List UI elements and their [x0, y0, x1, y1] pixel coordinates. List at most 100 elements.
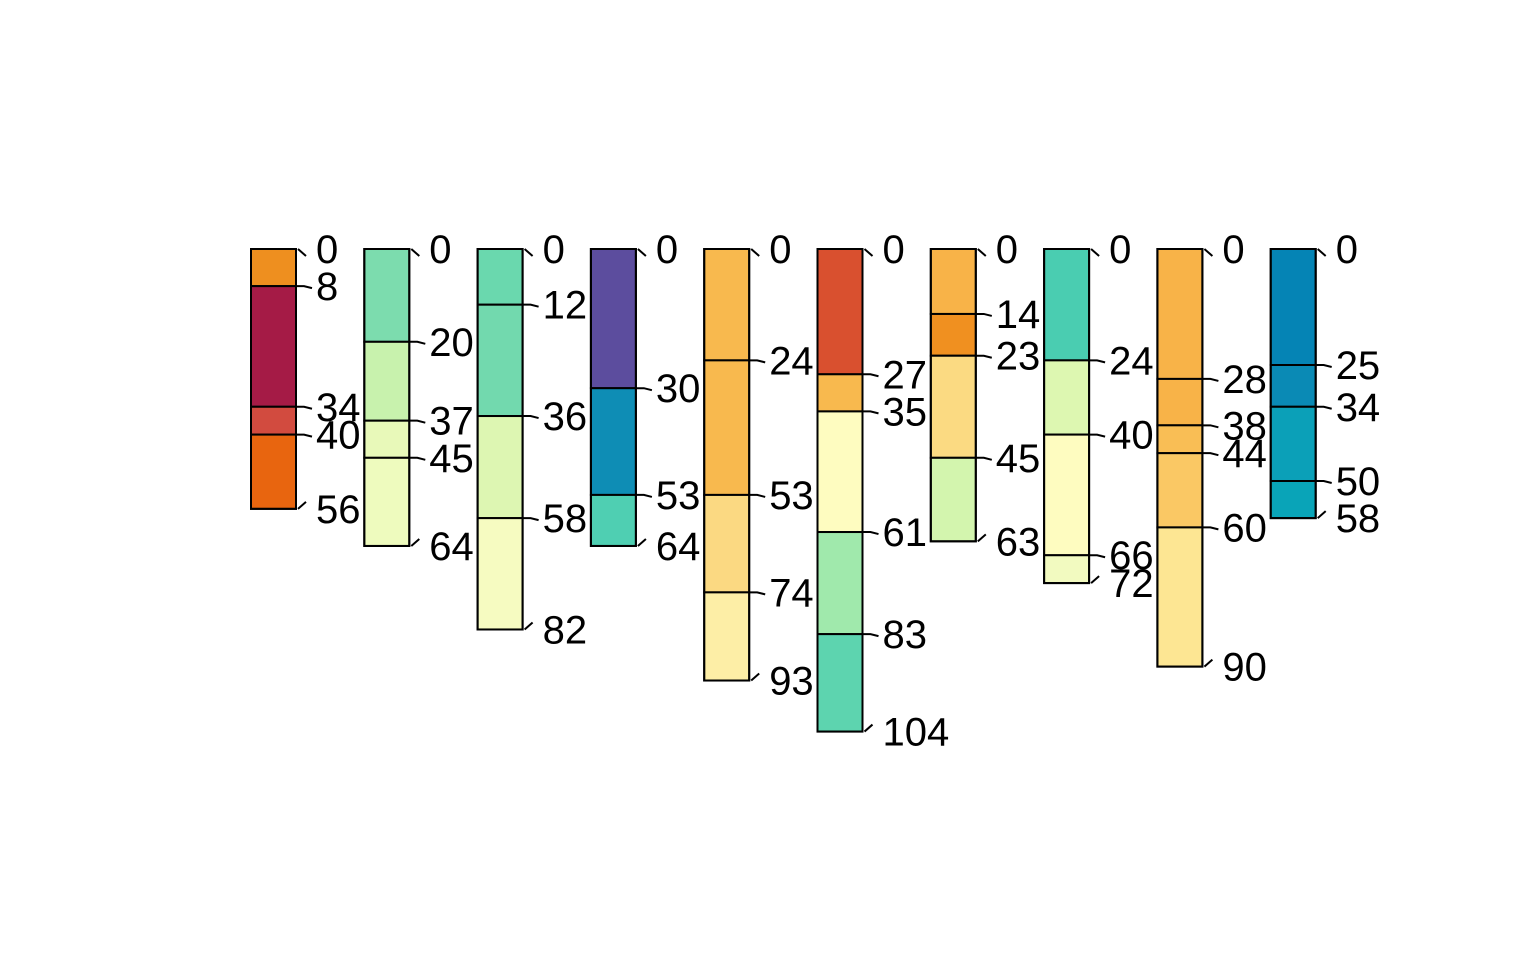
soil-profile: 0 12 36 58 82	[476, 228, 588, 652]
horizon-bar	[1043, 554, 1091, 585]
depth-label: 63	[996, 520, 1041, 564]
depth-tick	[1315, 405, 1332, 410]
horizon-bar	[1269, 248, 1317, 366]
depth-tick	[1317, 248, 1327, 257]
depth-label: 83	[883, 613, 928, 657]
depth-tick	[1202, 377, 1219, 382]
depth-label: 34	[316, 386, 361, 430]
horizon-bar	[1043, 248, 1091, 362]
horizon-bar	[929, 456, 977, 543]
horizon-bar	[1156, 248, 1204, 380]
horizon-bar	[1043, 433, 1091, 557]
depth-label: 58	[1336, 497, 1381, 541]
depth-tick	[977, 248, 987, 257]
profile-outline	[589, 248, 637, 547]
depth-tick	[409, 456, 426, 461]
depth-label: 27	[883, 353, 928, 397]
horizon-bar	[1269, 364, 1317, 408]
horizon-bar	[1156, 377, 1204, 427]
horizon-bar	[250, 285, 297, 408]
depth-label: 35	[883, 390, 928, 434]
depth-label: 28	[1222, 358, 1267, 402]
depth-tick	[409, 419, 426, 424]
horizon-bar	[476, 415, 524, 520]
depth-label: 74	[769, 571, 814, 615]
depth-tick	[635, 387, 653, 392]
depth-label: 30	[656, 367, 701, 411]
horizon-bar	[1269, 405, 1317, 483]
depth-label: 0	[1222, 228, 1244, 272]
depth-label: 0	[316, 228, 338, 272]
horizon-bar	[1269, 480, 1317, 520]
depth-label: 72	[1109, 562, 1154, 606]
profile-outline	[1156, 248, 1204, 668]
horizon-bar	[1156, 424, 1204, 455]
depth-tick	[1089, 359, 1106, 364]
horizon-bar	[250, 405, 297, 436]
depth-tick	[862, 633, 879, 638]
depth-tick	[863, 723, 874, 733]
depth-label: 0	[769, 228, 791, 272]
depth-tick	[975, 354, 993, 359]
depth-tick	[1317, 510, 1327, 519]
depth-tick	[1202, 452, 1219, 457]
depth-tick	[750, 672, 760, 682]
depth-label: 40	[316, 414, 361, 458]
depth-label: 66	[1109, 534, 1154, 578]
depth-label: 40	[1109, 414, 1154, 458]
depth-label: 64	[656, 525, 701, 569]
depth-label: 0	[656, 228, 678, 272]
depth-label: 0	[429, 228, 451, 272]
depth-tick	[637, 538, 647, 547]
horizon-bar	[476, 248, 524, 306]
depth-tick	[522, 517, 539, 522]
depth-label: 20	[429, 321, 474, 365]
depth-tick	[635, 493, 653, 498]
depth-label: 24	[1109, 339, 1154, 383]
depth-label: 12	[543, 284, 588, 328]
horizon-bar	[589, 248, 637, 390]
horizon-bar	[703, 493, 751, 594]
depth-tick	[296, 433, 313, 438]
depth-label: 64	[429, 525, 474, 569]
horizon-bar	[1156, 452, 1204, 529]
horizon-bar	[476, 303, 524, 418]
depth-label: 36	[543, 395, 588, 439]
depth-label: 34	[1336, 386, 1381, 430]
depth-tick	[863, 248, 874, 257]
horizon-bar	[929, 312, 977, 357]
horizon-bar	[816, 633, 864, 733]
horizon-bar	[816, 410, 864, 534]
horizon-bar	[816, 248, 864, 376]
profile-outline	[476, 248, 524, 631]
depth-tick	[1089, 433, 1106, 438]
depth-label: 60	[1222, 506, 1267, 550]
depth-label: 37	[429, 400, 474, 444]
soil-profile: 0 24 53 74 93	[703, 228, 814, 704]
depth-tick	[522, 303, 539, 308]
depth-label: 14	[996, 293, 1041, 337]
horizon-bar	[589, 493, 637, 547]
depth-tick	[750, 248, 760, 257]
depth-label: 0	[543, 228, 565, 272]
profile-outline	[363, 248, 411, 547]
depth-label: 8	[316, 265, 338, 309]
depth-tick	[523, 621, 534, 631]
depth-tick	[1090, 248, 1100, 257]
depth-tick	[1315, 480, 1332, 484]
profiles-layer: 0834405602037456401236588203053640245374…	[250, 228, 1381, 755]
horizon-bar	[703, 591, 751, 682]
depth-tick	[862, 373, 879, 378]
horizon-bar	[363, 419, 411, 459]
depth-tick	[296, 405, 313, 410]
depth-tick	[522, 415, 539, 420]
depth-label: 25	[1336, 344, 1381, 388]
depth-tick	[1089, 554, 1106, 559]
depth-tick	[637, 248, 647, 257]
